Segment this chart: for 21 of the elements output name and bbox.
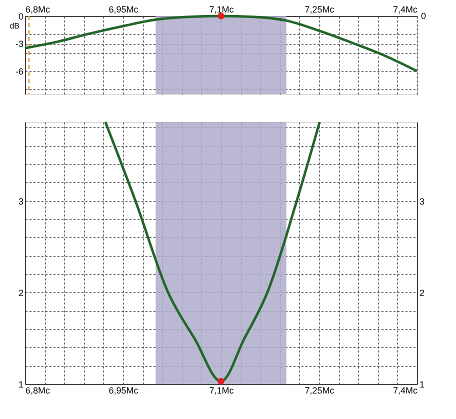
y-axis-title: dB [10, 22, 20, 30]
y2-tick-label: 3 [420, 196, 425, 206]
text: 0 [421, 11, 426, 21]
x-tick-label: 7,4Mc [392, 386, 418, 396]
x-tick-label: 6,8Mc [26, 4, 51, 14]
x-tick-label: 7,25Mc [304, 4, 335, 14]
x-tick-label: 6,95Mc [108, 4, 139, 14]
y-tick-label: 2 [18, 288, 24, 298]
x-tick-label: 6,8Mc [26, 386, 51, 396]
x-tick-label: 7,1Mc [209, 386, 234, 396]
y-tick-label: 1 [18, 380, 24, 390]
y-tick-label: 3 [18, 196, 24, 206]
x-tick-label: 7,1Mc [209, 4, 234, 14]
y-tick-label: -3 [15, 39, 24, 50]
x-tick-label: 6,95Mc [108, 386, 139, 396]
y-tick-label: 0 [18, 12, 24, 22]
y2-tick-label: 2 [420, 288, 425, 298]
x-tick-label: 7,4Mc [392, 4, 418, 14]
x-tick-label: 7,25Mc [304, 386, 335, 396]
y2-tick-label: 1 [420, 380, 425, 390]
y-tick-label: -6 [15, 66, 24, 77]
